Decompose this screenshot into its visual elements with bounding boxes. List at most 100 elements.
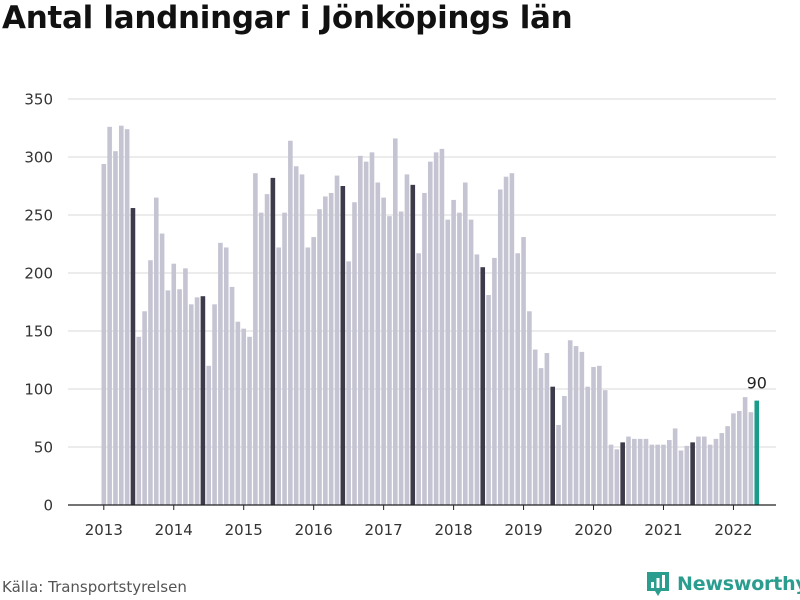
bar <box>328 192 334 505</box>
bar <box>130 208 136 506</box>
bar <box>358 155 363 505</box>
brand-name: Newsworthy <box>677 573 800 595</box>
bar <box>602 390 608 505</box>
bar <box>113 151 118 505</box>
bar <box>101 163 107 505</box>
bar <box>323 196 328 505</box>
bar <box>608 444 614 505</box>
bar <box>387 216 392 505</box>
bar <box>492 257 497 505</box>
bars <box>101 125 760 506</box>
x-tick-label: 2017 <box>365 521 403 539</box>
x-tick-label: 2014 <box>155 521 193 539</box>
y-tick-label: 150 <box>24 323 53 341</box>
annotations: 90 <box>747 374 767 393</box>
bar <box>165 290 171 505</box>
bar <box>614 449 620 505</box>
bar <box>643 438 649 505</box>
bar <box>439 148 445 505</box>
bar <box>171 263 177 505</box>
y-tick-label: 50 <box>34 439 53 457</box>
x-tick-label: 2018 <box>435 521 473 539</box>
x-tick-label: 2015 <box>225 521 263 539</box>
bar <box>451 199 456 506</box>
bar <box>503 176 509 505</box>
bar <box>462 182 468 505</box>
bar <box>311 237 316 506</box>
bar <box>433 152 439 506</box>
bar <box>352 202 357 506</box>
bar <box>398 211 404 505</box>
bar <box>393 138 398 505</box>
bar <box>748 412 754 505</box>
bar <box>696 436 701 505</box>
bar <box>457 212 462 505</box>
bar <box>159 233 165 505</box>
x-tick-label: 2019 <box>504 521 542 539</box>
bar <box>206 365 212 505</box>
bar <box>754 400 760 505</box>
bar <box>690 442 695 505</box>
bar <box>247 336 252 505</box>
bar <box>264 194 270 505</box>
bar <box>317 209 322 505</box>
bar <box>538 368 544 505</box>
bar <box>736 411 742 505</box>
bar <box>270 177 276 505</box>
bar <box>684 445 690 505</box>
brand-logo[interactable]: Newsworthy <box>645 570 800 598</box>
bar <box>701 436 707 505</box>
bar <box>107 126 112 505</box>
bar <box>200 296 206 505</box>
x-tick-label: 2020 <box>574 521 612 539</box>
bar <box>124 129 130 505</box>
bar <box>579 351 585 505</box>
bar <box>678 450 684 505</box>
y-axis: 0 50 100 150 200 250 300 350 <box>24 91 53 515</box>
source-note: Källa: Transportstyrelsen <box>2 578 187 596</box>
bar <box>346 261 351 505</box>
bar <box>305 247 311 506</box>
y-tick-label: 350 <box>24 91 53 109</box>
bar <box>597 365 602 505</box>
bar <box>713 438 719 505</box>
bar <box>725 426 730 505</box>
bar <box>375 182 381 505</box>
bar <box>223 247 229 506</box>
bar <box>497 189 503 506</box>
bar <box>381 197 386 505</box>
bar <box>521 237 526 506</box>
x-tick-label: 2016 <box>295 521 333 539</box>
bar <box>655 444 660 505</box>
bar <box>585 386 590 505</box>
bar <box>118 125 124 506</box>
bar <box>136 336 142 505</box>
bar <box>573 346 579 505</box>
bar <box>672 428 678 505</box>
bar <box>474 254 480 505</box>
x-tick-label: 2022 <box>714 521 752 539</box>
bar <box>480 267 486 505</box>
bar <box>742 397 748 505</box>
bar <box>404 174 410 505</box>
latest-value-label: 90 <box>747 374 767 393</box>
bar <box>556 424 561 505</box>
bar <box>422 192 427 505</box>
bar <box>620 442 625 505</box>
y-tick-label: 250 <box>24 207 53 225</box>
bar <box>293 166 299 505</box>
bar <box>148 260 153 505</box>
bar <box>707 444 713 505</box>
bar <box>544 353 550 505</box>
bar <box>340 186 346 505</box>
bar <box>363 161 369 505</box>
bar <box>562 395 567 505</box>
bar <box>282 212 287 505</box>
bar <box>288 140 293 505</box>
bar <box>486 295 491 505</box>
bar <box>299 174 305 505</box>
bar <box>235 321 241 505</box>
bar <box>550 386 556 505</box>
y-tick-label: 0 <box>43 497 53 515</box>
